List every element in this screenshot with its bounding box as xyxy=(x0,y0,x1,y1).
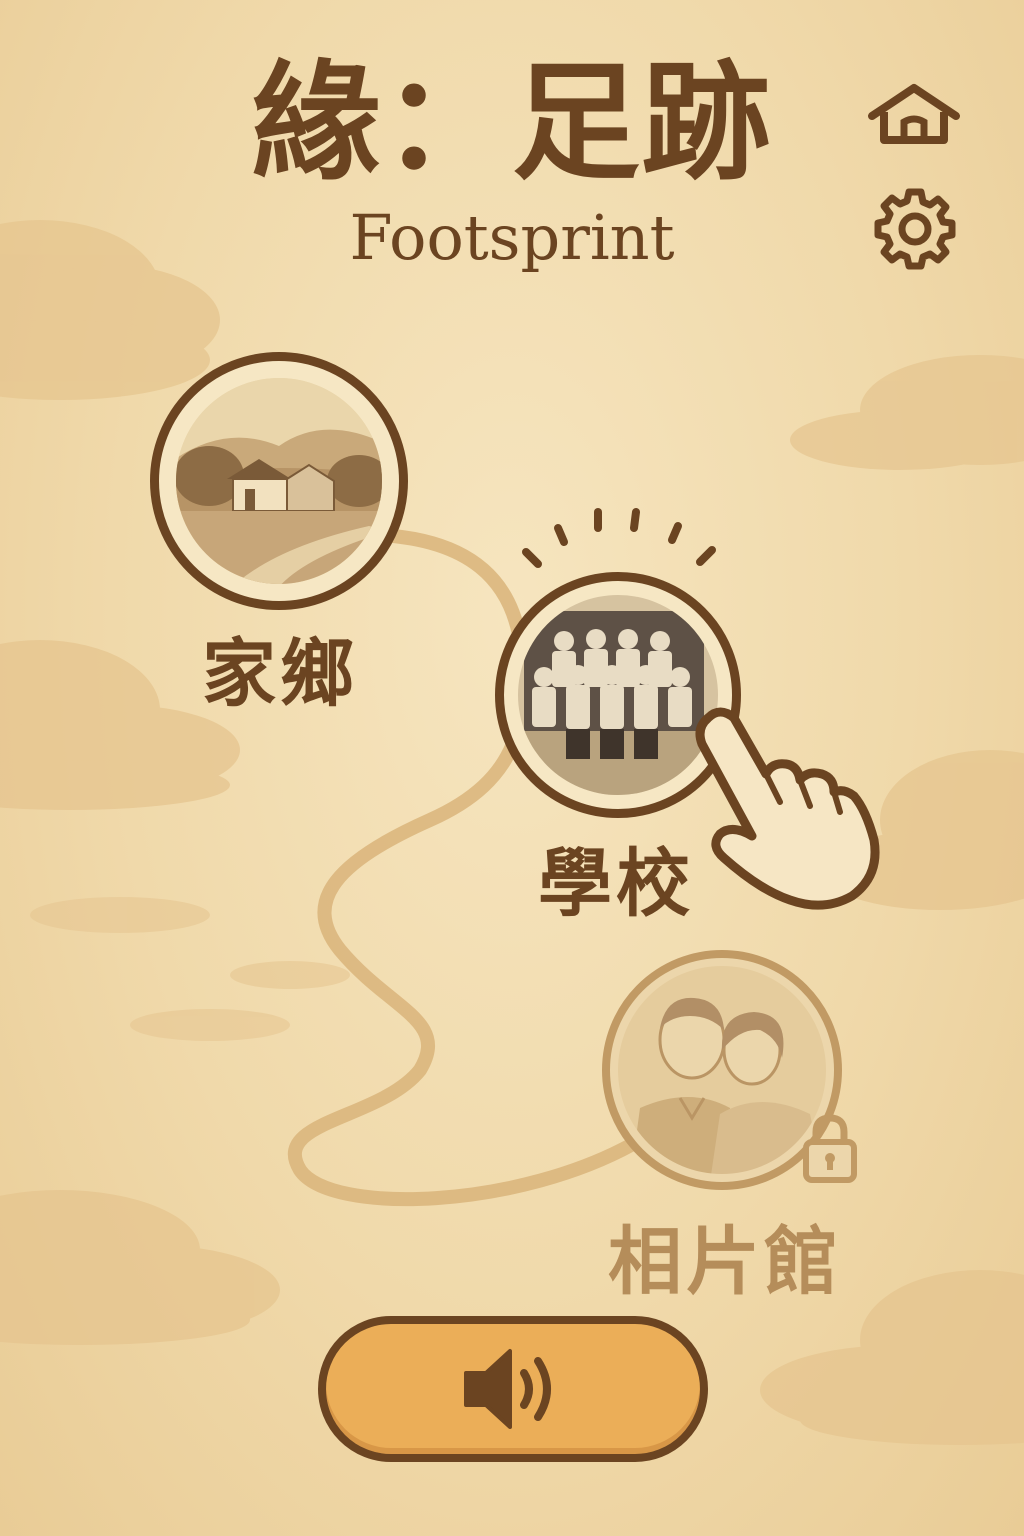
gear-icon xyxy=(874,188,956,270)
node-school[interactable] xyxy=(495,572,741,818)
node-label-school: 學校 xyxy=(538,841,694,927)
cloud-left-mid xyxy=(0,640,240,810)
node-hometown[interactable] xyxy=(150,352,408,610)
cloud-right-bottom xyxy=(760,1270,1024,1445)
settings-button[interactable] xyxy=(872,186,958,272)
cloud-small-center xyxy=(30,897,350,1041)
cloud-left-top xyxy=(0,220,220,400)
page-title: 緣：足跡 xyxy=(251,48,772,198)
class-photo-icon xyxy=(514,591,722,799)
home-icon xyxy=(868,84,960,144)
speaker-icon xyxy=(464,1349,551,1429)
cloud-left-bottom xyxy=(0,1190,280,1345)
couple-portrait-icon xyxy=(618,966,826,1174)
hand-pointer-icon xyxy=(695,707,880,910)
active-glow-rays xyxy=(522,508,716,568)
lock-icon xyxy=(803,1114,857,1183)
cloud-right-top xyxy=(790,355,1024,470)
home-button[interactable] xyxy=(864,82,964,144)
sound-button[interactable] xyxy=(318,1316,708,1462)
page-subtitle: Footsprint xyxy=(349,201,675,274)
village-scene-icon xyxy=(170,372,388,590)
node-studio[interactable] xyxy=(602,950,842,1190)
node-label-hometown: 家鄉 xyxy=(202,631,358,717)
node-label-studio: 相片館 xyxy=(608,1219,842,1305)
